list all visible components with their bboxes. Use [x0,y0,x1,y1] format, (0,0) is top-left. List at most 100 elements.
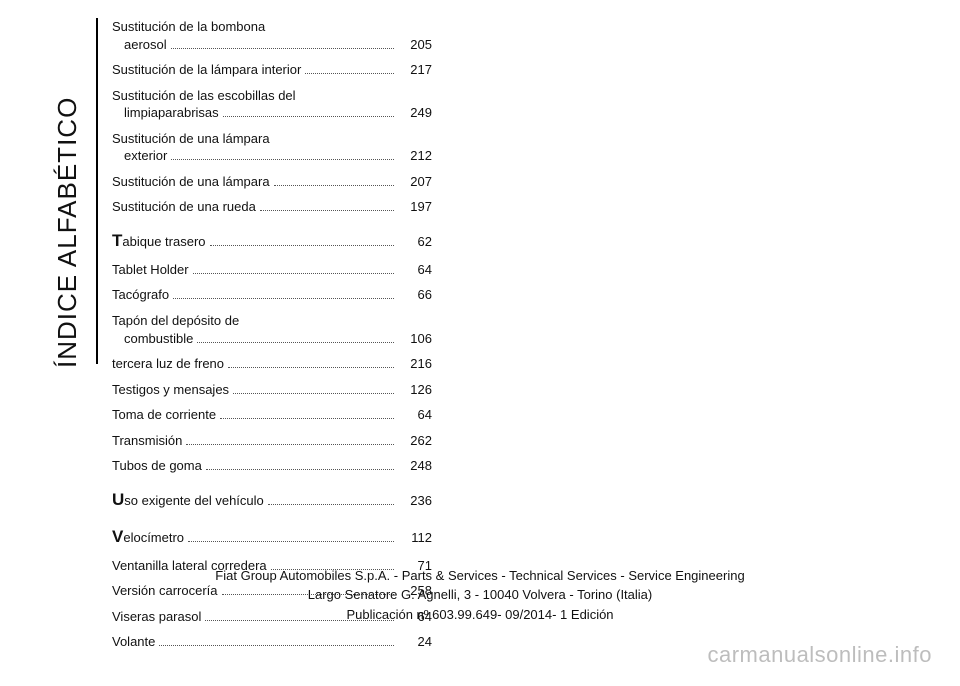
dot-leader [197,332,394,342]
footer-line: Largo Senatore G. Agnelli, 3 - 10040 Vol… [0,585,960,605]
index-line: Tabique trasero 62 [112,230,432,253]
dot-leader [193,264,394,274]
dot-leader [233,384,394,394]
index-entry: Tacógrafo 66 [112,286,432,304]
index-label: combustible [124,330,193,348]
index-line: Sustitución de una lámpara207 [112,173,432,191]
index-entry: Volante 24 [112,633,432,651]
vertical-rule [96,18,98,364]
index-line: aerosol205 [112,36,432,54]
index-line: Sustitución de las escobillas del [112,87,432,105]
index-entry: Sustitución de la lámpara interior 217 [112,61,432,79]
index-line: Tacógrafo 66 [112,286,432,304]
index-label: Sustitución de la lámpara interior [112,61,301,79]
dot-leader [173,289,394,299]
index-label: Transmisión [112,432,182,450]
index-entry: Testigos y mensajes 126 [112,381,432,399]
index-label: Testigos y mensajes [112,381,229,399]
index-line: Tablet Holder64 [112,261,432,279]
dot-leader [228,358,394,368]
dot-leader [171,38,394,48]
dot-leader [188,532,394,542]
index-line: Tubos de goma 248 [112,457,432,475]
index-entry: Tabique trasero 62 [112,230,432,253]
sidebar: ÍNDICE ALFABÉTICO [48,18,78,378]
index-entry: Sustitución de una rueda 197 [112,198,432,216]
section-letter: V [112,527,123,546]
index-line: Toma de corriente 64 [112,406,432,424]
index-line: Transmisión 262 [112,432,432,450]
index-entry: Tapón del depósito decombustible 106 [112,312,432,347]
index-label: Tacógrafo [112,286,169,304]
publication-footer: Fiat Group Automobiles S.p.A. - Parts & … [0,566,960,625]
dot-leader [260,201,394,211]
dot-leader [220,409,394,419]
page-number: 106 [398,330,432,348]
index-entry: Sustitución de la bombonaaerosol205 [112,18,432,53]
page-number: 249 [398,104,432,122]
page-number: 62 [398,233,432,251]
index-label: Sustitución de una lámpara [112,130,270,148]
index-line: Testigos y mensajes 126 [112,381,432,399]
section-letter: T [112,231,122,250]
index-label: Sustitución de una lámpara [112,173,270,191]
index-label: Sustitución de la bombona [112,18,265,36]
index-entry: Sustitución de las escobillas dellimpiap… [112,87,432,122]
index-label: Tubos de goma [112,457,202,475]
index-line: Uso exigente del vehículo 236 [112,489,432,512]
dot-leader [274,176,394,186]
page-number: 197 [398,198,432,216]
page-number: 66 [398,286,432,304]
index-line: Sustitución de la lámpara interior 217 [112,61,432,79]
dot-leader [206,460,394,470]
index-label: exterior [124,147,167,165]
index-label: Uso exigente del vehículo [112,489,264,512]
index-entry: Tablet Holder64 [112,261,432,279]
index-entry: Sustitución de una lámparaexterior 212 [112,130,432,165]
page-number: 126 [398,381,432,399]
page-number: 212 [398,147,432,165]
index-line: Volante 24 [112,633,432,651]
footer-line: Fiat Group Automobiles S.p.A. - Parts & … [0,566,960,586]
dot-leader [159,636,394,646]
index-label: limpiaparabrisas [124,104,219,122]
page-number: 112 [398,529,432,547]
page-number: 64 [398,406,432,424]
index-line: Velocímetro 112 [112,526,432,549]
index-line: exterior 212 [112,147,432,165]
index-line: combustible 106 [112,330,432,348]
dot-leader [171,150,394,160]
page-number: 236 [398,492,432,510]
index-label: Tapón del depósito de [112,312,239,330]
index-column: Sustitución de la bombonaaerosol205Susti… [112,18,432,659]
index-entry: Toma de corriente 64 [112,406,432,424]
index-label: Volante [112,633,155,651]
index-line: tercera luz de freno 216 [112,355,432,373]
index-line: Sustitución de una rueda 197 [112,198,432,216]
section-letter: U [112,490,124,509]
index-label: Toma de corriente [112,406,216,424]
index-line: limpiaparabrisas 249 [112,104,432,122]
index-label: Sustitución de una rueda [112,198,256,216]
index-entry: Tubos de goma 248 [112,457,432,475]
dot-leader [223,107,394,117]
index-line: Tapón del depósito de [112,312,432,330]
dot-leader [268,495,394,505]
index-entry: Transmisión 262 [112,432,432,450]
dot-leader [210,236,394,246]
index-label: tercera luz de freno [112,355,224,373]
index-label: Tabique trasero [112,230,206,253]
page-number: 64 [398,261,432,279]
index-entry: Uso exigente del vehículo 236 [112,489,432,512]
index-label: aerosol [124,36,167,54]
dot-leader [186,435,394,445]
page-number: 217 [398,61,432,79]
index-line: Sustitución de la bombona [112,18,432,36]
page-number: 262 [398,432,432,450]
page-number: 248 [398,457,432,475]
index-label: Velocímetro [112,526,184,549]
index-line: Sustitución de una lámpara [112,130,432,148]
page-number: 216 [398,355,432,373]
document-page: ÍNDICE ALFABÉTICO Sustitución de la bomb… [0,0,960,686]
page-number: 24 [398,633,432,651]
